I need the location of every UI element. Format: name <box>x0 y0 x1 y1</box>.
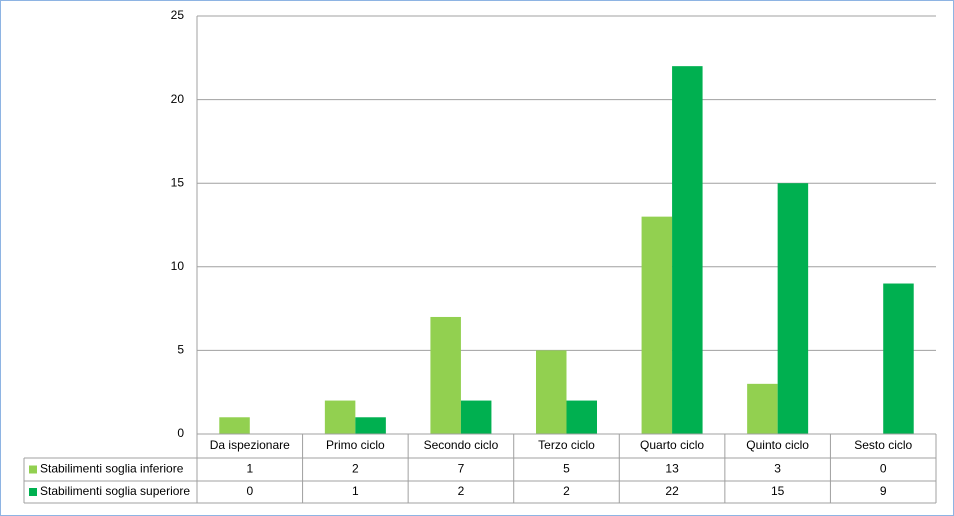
x-tick-label: Quarto ciclo <box>640 438 704 452</box>
table-value: 0 <box>880 462 887 476</box>
table-value: 3 <box>774 462 781 476</box>
table-value: 22 <box>665 484 679 498</box>
bar <box>536 350 567 434</box>
legend-label: Stabilimenti soglia inferiore <box>40 462 184 476</box>
table-value: 1 <box>246 462 253 476</box>
y-tick-label: 10 <box>171 259 185 273</box>
table-value: 1 <box>352 484 359 498</box>
table-value: 5 <box>563 462 570 476</box>
legend-swatch <box>29 488 37 496</box>
x-tick-label: Da ispezionare <box>210 438 290 452</box>
y-tick-label: 15 <box>171 175 185 189</box>
x-tick-label: Terzo ciclo <box>538 438 595 452</box>
bar <box>777 183 809 434</box>
bar <box>219 417 250 434</box>
y-tick-label: 5 <box>177 343 184 357</box>
y-tick-label: 20 <box>171 92 185 106</box>
x-tick-label: Secondo ciclo <box>424 438 499 452</box>
legend-swatch <box>29 465 37 474</box>
legend-label: Stabilimenti soglia superiore <box>40 484 190 498</box>
bar <box>672 66 703 434</box>
table-value: 2 <box>563 484 570 498</box>
bar <box>460 400 492 434</box>
bar <box>355 417 386 434</box>
x-tick-label: Quinto ciclo <box>746 438 809 452</box>
table-value: 13 <box>665 462 679 476</box>
bar <box>883 283 914 434</box>
y-tick-label: 0 <box>177 426 184 440</box>
x-tick-label: Sesto ciclo <box>854 438 912 452</box>
bar <box>324 400 356 434</box>
bar <box>566 400 597 434</box>
x-tick-label: Primo ciclo <box>326 438 385 452</box>
bar <box>641 216 673 434</box>
table-value: 7 <box>458 462 465 476</box>
table-value: 9 <box>880 484 887 498</box>
table-value: 0 <box>246 484 253 498</box>
table-value: 2 <box>352 462 359 476</box>
bar <box>430 316 461 434</box>
y-tick-label: 25 <box>171 8 185 22</box>
table-value: 2 <box>458 484 465 498</box>
table-value: 15 <box>771 484 785 498</box>
bar <box>747 383 778 434</box>
